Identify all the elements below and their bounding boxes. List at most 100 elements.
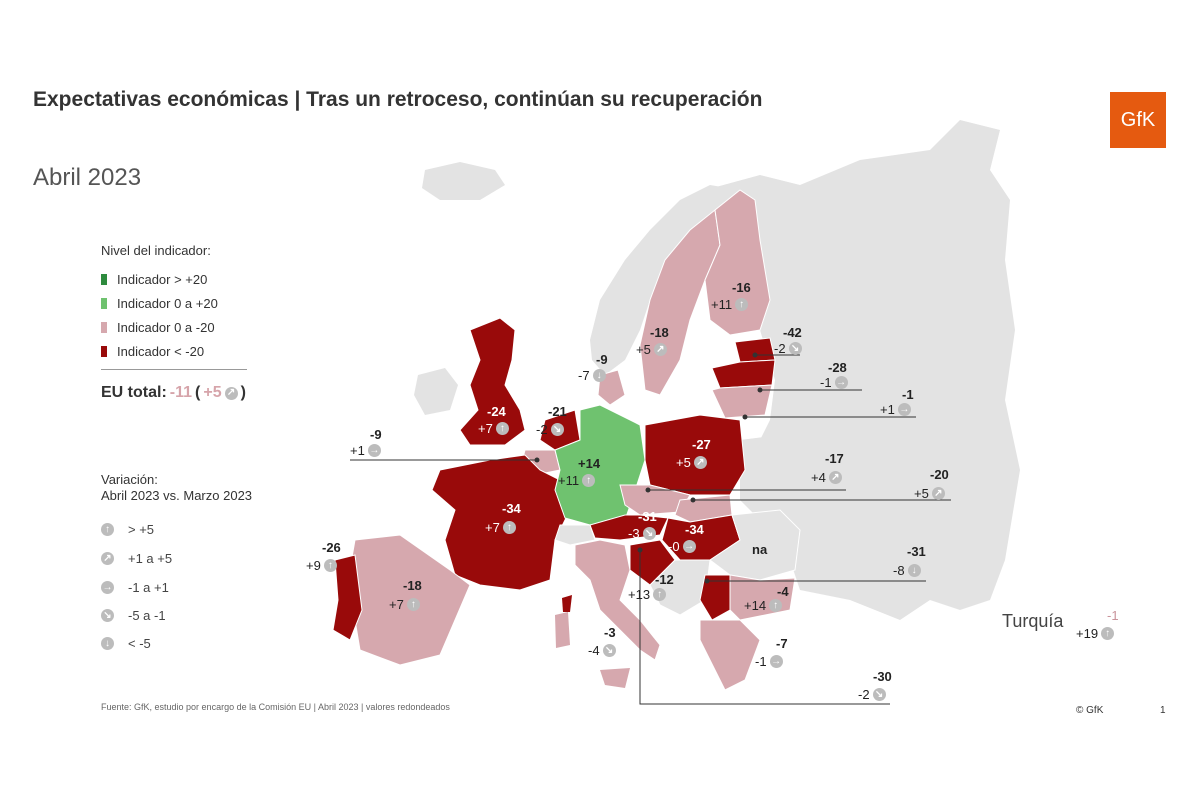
ireland (414, 368, 458, 415)
change-text: -0 (668, 539, 680, 554)
leader-line (639, 550, 890, 705)
arrow-up-icon: ↑ (495, 422, 509, 435)
estonia (734, 337, 776, 363)
country-value: -17 (825, 451, 844, 466)
switzerland (554, 524, 596, 546)
country-value: -26 (322, 540, 341, 555)
arrow-up-icon: ↑ (406, 598, 420, 611)
country-value: -28 (828, 360, 847, 375)
country-change: +7 ↑ (485, 520, 516, 535)
country-value: -18 (403, 578, 422, 593)
country-change: -2 ↘ (774, 341, 802, 356)
turkey-change: +19 ↑ (1076, 626, 1115, 641)
change-text: +1 (350, 443, 365, 458)
change-text: -2 (536, 422, 548, 437)
country-value: -31 (907, 544, 926, 559)
country-change: +9 ↑ (306, 558, 337, 573)
legend-item: Indicador 0 a +20 (101, 296, 218, 311)
country-change: -3 ↘ (628, 526, 656, 541)
variation-label: > +5 (128, 522, 155, 537)
variation-item: ↗ +1 a +5 (101, 551, 172, 566)
turkey-label: Turquía (1002, 611, 1064, 631)
arrow-up-icon: ↑ (769, 599, 783, 612)
arrow-up-right-icon: ↗ (653, 343, 667, 356)
change-text: -4 (588, 643, 600, 658)
eu-total-change: +5 (203, 384, 222, 401)
arrow-up-icon: ↑ (502, 521, 516, 534)
arrow-up-right-icon: ↗ (828, 471, 842, 484)
arrow-down-icon: ↓ (101, 637, 114, 650)
sardinia (555, 612, 570, 648)
portugal (332, 554, 363, 641)
change-text: +1 (880, 402, 895, 417)
country-change: +7 ↑ (389, 597, 420, 612)
change-text: -7 (578, 368, 590, 383)
arrow-up-right-icon: ↗ (224, 386, 238, 400)
change-text: -3 (628, 526, 640, 541)
page-title: Expectativas económicas | Tras un retroc… (33, 88, 763, 111)
change-text: +7 (485, 520, 500, 535)
arrow-down-right-icon: ↘ (602, 644, 616, 657)
finland (704, 189, 771, 336)
country-change: +13 ↑ (628, 587, 667, 602)
eu-total-open: ( (195, 384, 201, 401)
arrow-up-icon: ↑ (582, 474, 596, 487)
arrow-up-right-icon: ↗ (101, 552, 114, 565)
copyright: © GfK (1076, 705, 1104, 716)
legend-item: Indicador < -20 (101, 344, 204, 359)
legend-title: Nivel del indicador: (101, 243, 211, 258)
eu-total: EU total: -11 (+5 ↗) (101, 384, 246, 402)
arrow-right-icon: → (834, 376, 848, 389)
page-subtitle: Abril 2023 (33, 164, 142, 191)
country-value: -42 (783, 325, 802, 340)
country-value: -27 (692, 437, 711, 452)
legend-swatch (101, 274, 107, 285)
legend-divider (101, 369, 247, 370)
change-text: +7 (478, 421, 493, 436)
legend-item: Indicador 0 a -20 (101, 320, 215, 335)
country-change: -2 ↘ (858, 687, 886, 702)
country-change: +5 ↗ (676, 455, 707, 470)
legend-label: Indicador > +20 (117, 272, 208, 287)
arrow-right-icon: → (769, 655, 783, 668)
arrow-up-icon: ↑ (1101, 627, 1115, 640)
country-value: -30 (873, 669, 892, 684)
country-value: -24 (487, 404, 506, 419)
arrow-up-icon: ↑ (735, 298, 749, 311)
legend-swatch (101, 346, 107, 357)
change-text: +7 (389, 597, 404, 612)
lithuania (711, 384, 773, 419)
change-text: -1 (820, 375, 832, 390)
variation-item: ↑ > +5 (101, 522, 154, 537)
eu-total-close: ) (240, 384, 246, 401)
country-change: -8 ↓ (893, 563, 921, 578)
country-value: na (752, 542, 768, 557)
change-text: +5 (914, 486, 929, 501)
country-change: -4 ↘ (588, 643, 616, 658)
legend-item: Indicador > +20 (101, 272, 207, 287)
country-change: -0 → (668, 539, 696, 554)
country-value: -9 (596, 352, 608, 367)
change-text: -2 (774, 341, 786, 356)
arrow-up-right-icon: ↗ (693, 456, 707, 469)
variation-item: ↓ < -5 (101, 636, 151, 651)
turkey-value: -1 (1107, 608, 1119, 623)
change-text: -1 (755, 654, 767, 669)
country-value: -9 (370, 427, 382, 442)
arrow-down-right-icon: ↘ (101, 609, 114, 622)
country-change: +5 ↗ (636, 342, 667, 357)
norway (590, 185, 740, 375)
legend-label: Indicador 0 a +20 (117, 296, 218, 311)
country-value: -4 (777, 584, 789, 599)
change-text: +5 (636, 342, 651, 357)
country-value: -20 (930, 467, 949, 482)
change-text: +9 (306, 558, 321, 573)
change-text: +14 (744, 598, 767, 613)
legend-label: Indicador 0 a -20 (117, 320, 215, 335)
legend-swatch (101, 298, 107, 309)
variation-label: -5 a -1 (128, 608, 166, 623)
variation-title-line2: Abril 2023 vs. Marzo 2023 (101, 488, 253, 503)
country-value: -3 (604, 625, 616, 640)
country-value: -34 (685, 522, 704, 537)
country-change: +11 ↑ (711, 297, 749, 312)
